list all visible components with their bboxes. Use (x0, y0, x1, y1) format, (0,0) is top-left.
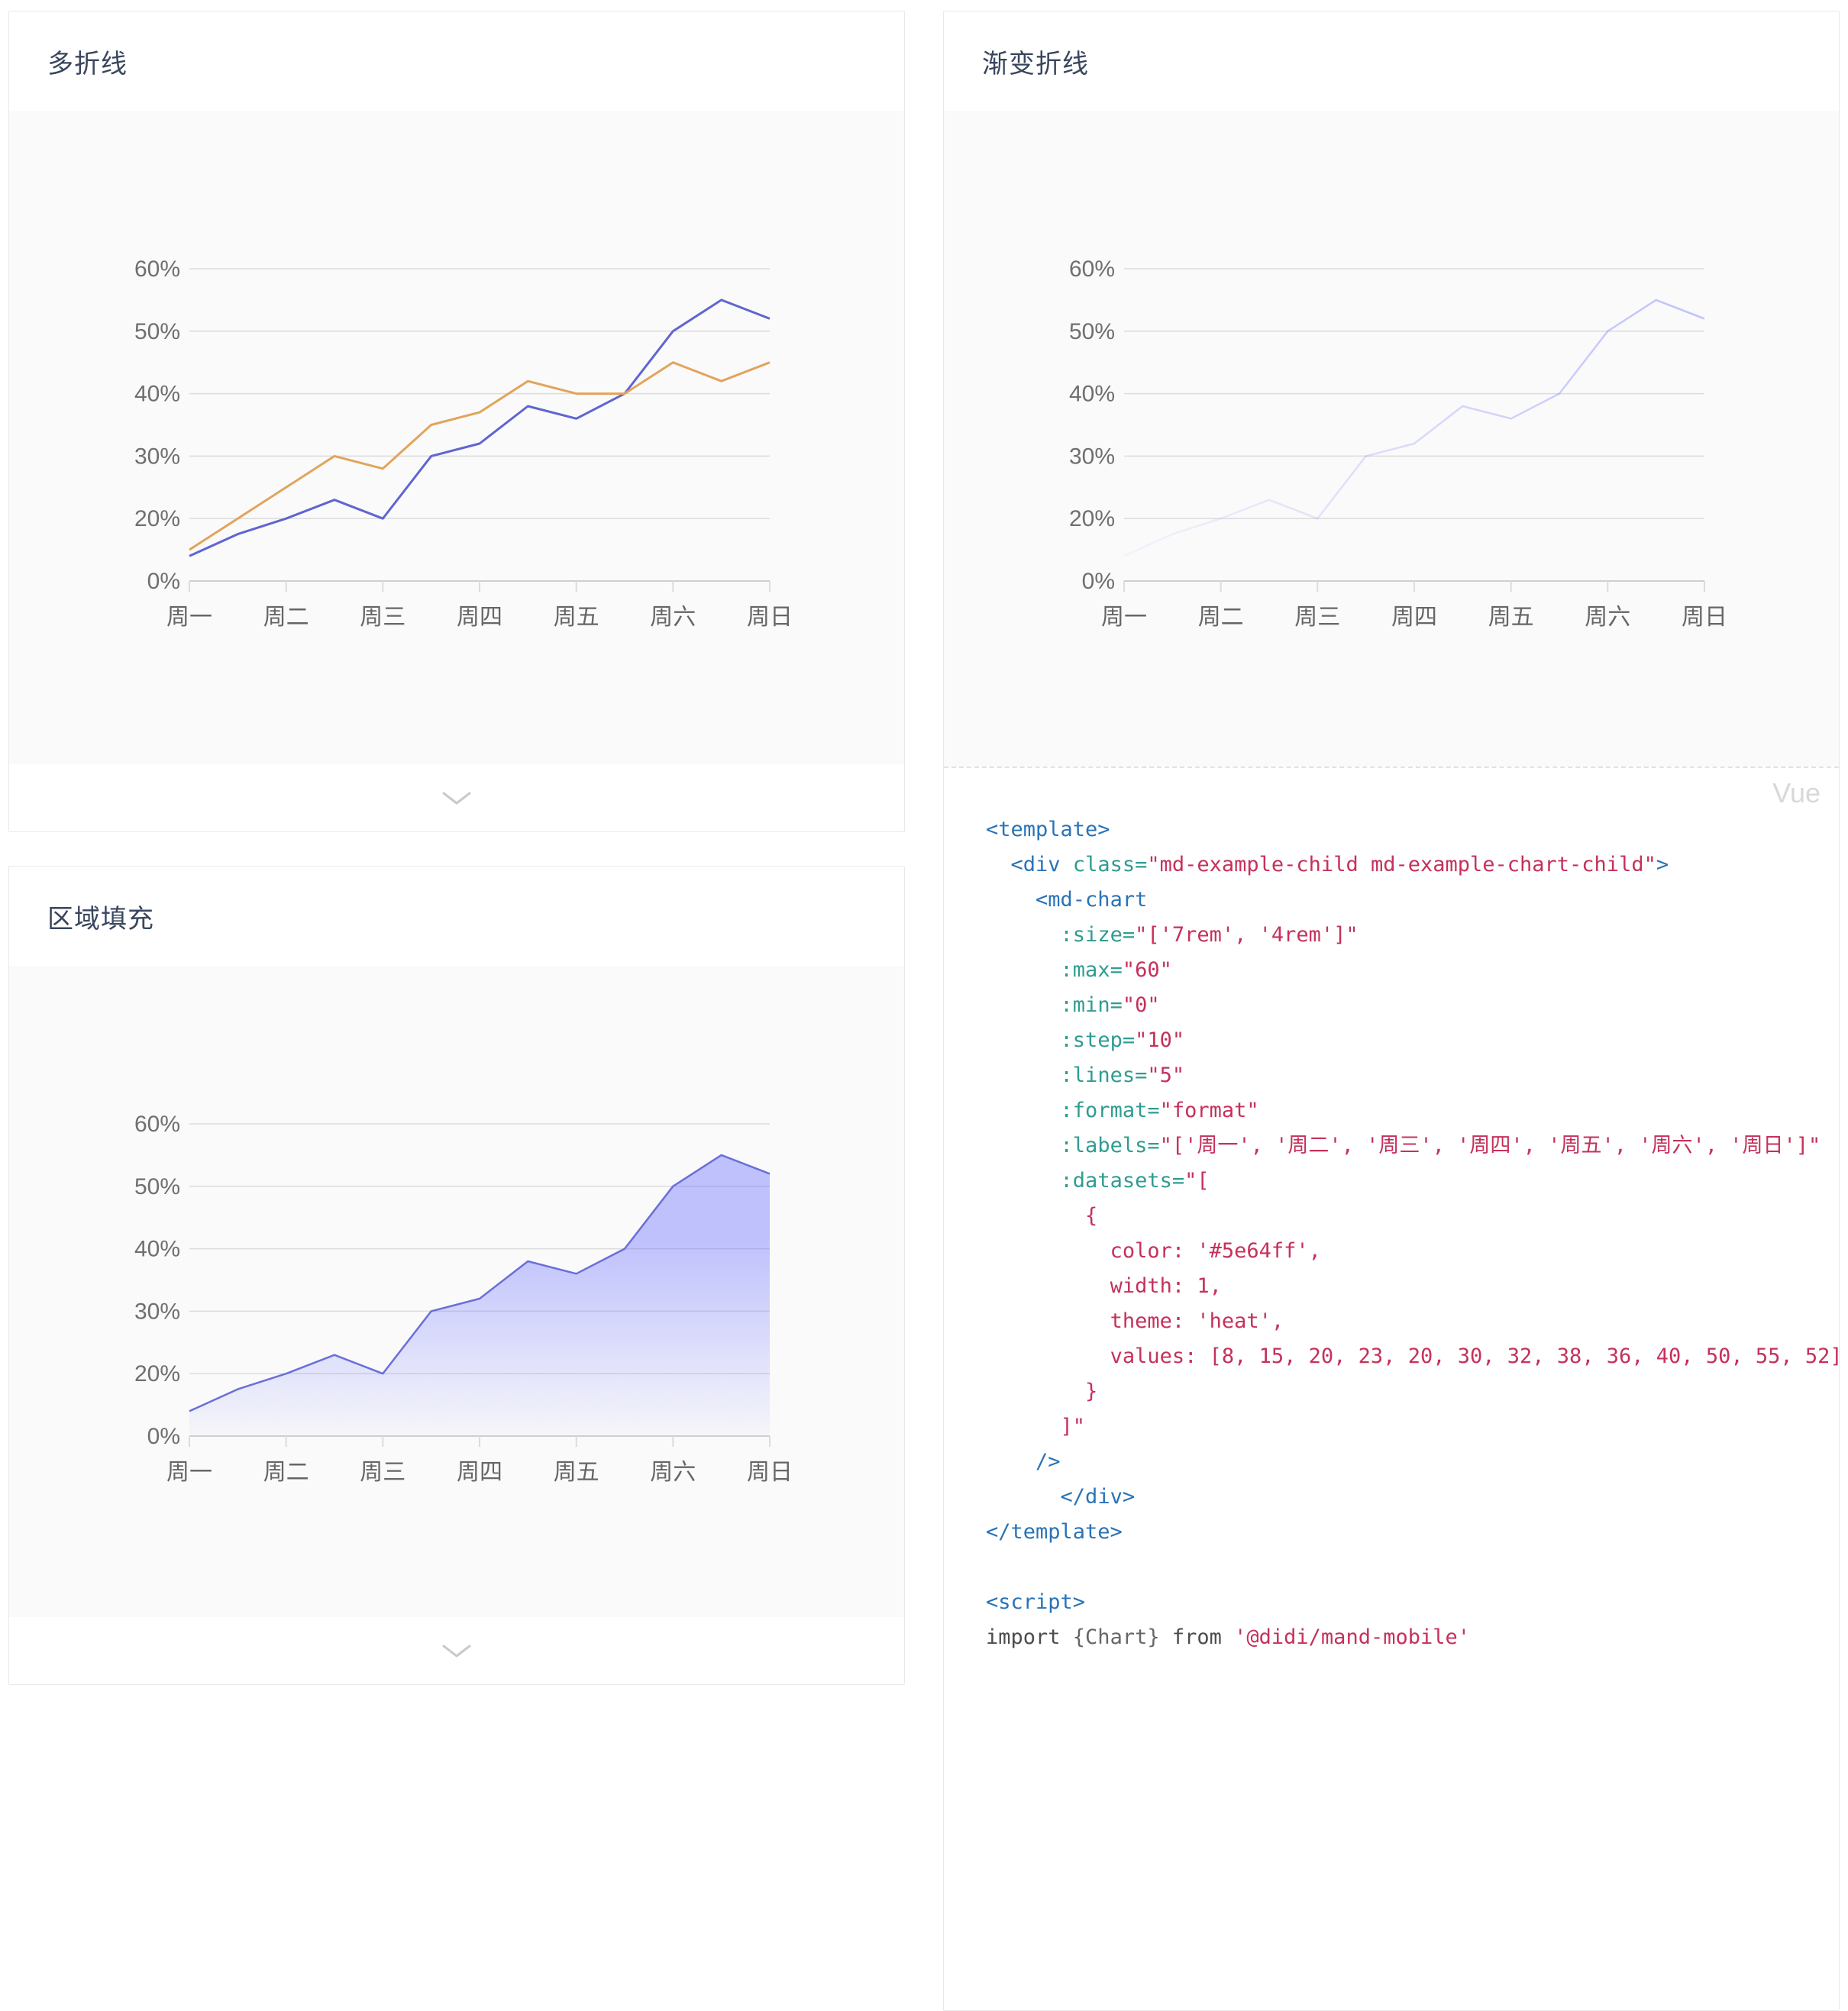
code-line: :max="60" (1060, 958, 1172, 982)
code-line: </div> (1060, 1485, 1136, 1509)
code-line: :datasets="[ (1060, 1169, 1210, 1193)
code-example-panel: Vue <template> <div class="md-example-ch… (944, 767, 1839, 1701)
svg-text:周五: 周五 (554, 1460, 599, 1485)
code-line: :format="format" (1060, 1099, 1259, 1122)
svg-text:周日: 周日 (747, 605, 793, 630)
code-line: /> (1035, 1450, 1061, 1474)
svg-text:20%: 20% (134, 506, 180, 531)
code-block: <template> <div class="md-example-child … (944, 812, 1839, 1655)
svg-text:周四: 周四 (1391, 605, 1437, 630)
svg-text:周一: 周一 (1101, 605, 1147, 630)
svg-text:50%: 50% (1069, 319, 1115, 344)
code-line: :labels="['周一', '周二', '周三', '周四', '周五', … (1060, 1134, 1821, 1157)
code-line: width: 1, (1110, 1274, 1222, 1298)
card-gradient-line-title: 渐变折线 (982, 49, 1089, 79)
svg-text:周五: 周五 (554, 605, 599, 630)
expand-code-button-multi-line[interactable] (9, 764, 904, 831)
svg-text:周二: 周二 (263, 1460, 309, 1485)
svg-text:周五: 周五 (1488, 605, 1534, 630)
code-line: theme: 'heat', (1110, 1309, 1284, 1333)
code-line: <template> (986, 818, 1110, 841)
code-line: :step="10" (1060, 1028, 1185, 1052)
svg-text:60%: 60% (134, 1112, 180, 1137)
svg-text:0%: 0% (1082, 569, 1115, 594)
card-area-fill-header: 区域填充 (9, 867, 904, 966)
svg-text:周二: 周二 (263, 605, 309, 630)
svg-text:0%: 0% (147, 569, 180, 594)
svg-text:周日: 周日 (1682, 605, 1727, 630)
svg-text:周三: 周三 (360, 605, 405, 630)
svg-text:30%: 30% (134, 444, 180, 469)
card-multi-line-title: 多折线 (47, 49, 128, 79)
card-multi-line: 多折线 60% 50% 40% 30% 20% 0% 周一 周二 周三 周四 周五 周六 周日 (8, 11, 905, 832)
svg-text:周四: 周四 (457, 605, 502, 630)
code-line: <div class="md-example-child md-example-… (1010, 853, 1669, 876)
card-area-fill: 区域填充 60% 50% 40% 30% 20% 0% 周一 周二 周三 周四 周五 周六 周日 (8, 866, 905, 1685)
svg-text:周六: 周六 (650, 605, 696, 630)
gradient-line-chart: 60% 50% 40% 30% 20% 0% 周一 周二 周三 周四 周五 周六 周日 (1069, 257, 1727, 630)
code-line: } (1085, 1380, 1098, 1403)
code-line: :size="['7rem', '4rem']" (1060, 923, 1359, 947)
svg-text:周二: 周二 (1198, 605, 1244, 630)
code-line: import {Chart} from '@didi/mand-mobile' (986, 1625, 1470, 1649)
svg-text:0%: 0% (147, 1424, 180, 1449)
svg-text:周三: 周三 (360, 1460, 405, 1485)
svg-text:50%: 50% (134, 1174, 180, 1199)
code-line: { (1085, 1204, 1098, 1228)
code-line: <md-chart (1035, 888, 1148, 912)
svg-text:50%: 50% (134, 319, 180, 344)
card-multi-line-header: 多折线 (9, 11, 904, 111)
code-line: color: '#5e64ff', (1110, 1239, 1321, 1263)
svg-text:20%: 20% (1069, 506, 1115, 531)
code-line: :min="0" (1060, 993, 1160, 1017)
card-gradient-line-header: 渐变折线 (944, 11, 1839, 111)
language-badge: Vue (1772, 777, 1821, 809)
gradient-line-chart-area: 60% 50% 40% 30% 20% 0% 周一 周二 周三 周四 周五 周六 周日 (944, 111, 1839, 767)
svg-text:40%: 40% (134, 1237, 180, 1262)
svg-text:周三: 周三 (1294, 605, 1340, 630)
svg-text:40%: 40% (1069, 382, 1115, 407)
chevron-down-icon (442, 1645, 471, 1658)
svg-text:周六: 周六 (650, 1460, 696, 1485)
multi-line-chart-area: 60% 50% 40% 30% 20% 0% 周一 周二 周三 周四 周五 周六 周日 (9, 111, 904, 764)
card-gradient-line: 渐变折线 60% 50% 40% 30% 20% 0% 周一 周二 周三 周四 周五 周六 周日 Vue… (943, 11, 1840, 2011)
expand-code-button-area-fill[interactable] (9, 1617, 904, 1684)
svg-text:周日: 周日 (747, 1460, 793, 1485)
code-line: values: [8, 15, 20, 23, 20, 30, 32, 38, … (1110, 1344, 1839, 1368)
svg-text:周六: 周六 (1585, 605, 1630, 630)
svg-text:20%: 20% (134, 1361, 180, 1386)
code-line: :lines="5" (1060, 1064, 1185, 1087)
area-fill-chart: 60% 50% 40% 30% 20% 0% 周一 周二 周三 周四 周五 周六 周日 (134, 1112, 793, 1485)
multi-line-chart: 60% 50% 40% 30% 20% 0% 周一 周二 周三 周四 周五 周六 周日 (134, 257, 793, 630)
card-area-fill-title: 区域填充 (47, 904, 154, 934)
svg-text:周一: 周一 (166, 1460, 212, 1485)
svg-text:60%: 60% (134, 257, 180, 282)
code-line: <script> (986, 1590, 1086, 1614)
code-line: ]" (1060, 1415, 1086, 1438)
svg-text:周四: 周四 (457, 1460, 502, 1485)
area-fill-chart-area: 60% 50% 40% 30% 20% 0% 周一 周二 周三 周四 周五 周六 周日 (9, 966, 904, 1617)
code-line (986, 1550, 1797, 1585)
svg-text:30%: 30% (134, 1299, 180, 1324)
svg-text:30%: 30% (1069, 444, 1115, 469)
code-line: </template> (986, 1520, 1123, 1544)
svg-text:40%: 40% (134, 382, 180, 407)
svg-text:60%: 60% (1069, 257, 1115, 282)
svg-text:周一: 周一 (166, 605, 212, 630)
chevron-down-icon (442, 792, 471, 805)
